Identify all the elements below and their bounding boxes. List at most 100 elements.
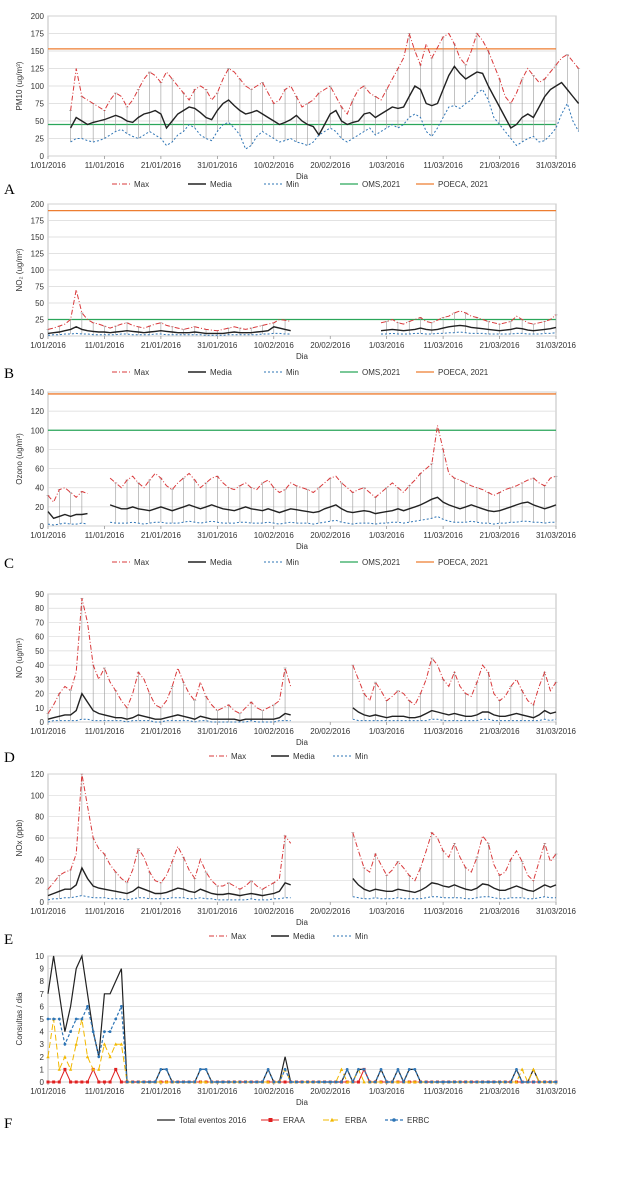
marker-erbc: [210, 1080, 214, 1084]
legend-label: Max: [231, 932, 246, 941]
marker-eraa: [108, 1080, 112, 1084]
marker-erba: [379, 1080, 383, 1084]
marker-erbc: [232, 1080, 236, 1084]
marker-eraa: [356, 1080, 360, 1084]
legend-marker: [268, 1118, 273, 1122]
x-tick-label: 31/03/2016: [536, 907, 577, 916]
marker-erbc: [119, 1005, 123, 1008]
x-tick-label: 21/01/2016: [141, 341, 182, 350]
panel-letter: F: [4, 1116, 13, 1132]
marker-erbc: [244, 1080, 247, 1084]
x-tick-label: 1/01/2016: [30, 727, 66, 736]
y-tick-label: 75: [35, 100, 44, 109]
legend-label: Total eventos 2016: [179, 1116, 247, 1125]
x-tick-label: 1/03/2016: [369, 727, 405, 736]
marker-erbc: [103, 1030, 106, 1033]
x-axis-label: Dia: [296, 738, 309, 747]
marker-erbc: [503, 1080, 507, 1084]
marker-erba: [74, 1042, 78, 1046]
marker-erbc: [204, 1068, 208, 1071]
panel-e: 0 20 40 60 80 100 120 1/01/2016 11/01/2016 21/01/…: [0, 766, 600, 948]
y-tick-label: 10: [35, 704, 44, 713]
x-tick-label: 10/02/2016: [254, 907, 295, 916]
marker-erbc: [153, 1080, 157, 1084]
marker-erbc: [91, 1030, 95, 1033]
legend-label: Min: [286, 368, 299, 377]
marker-eraa: [97, 1080, 101, 1084]
marker-erbc: [419, 1080, 422, 1084]
x-tick-label: 21/03/2016: [480, 161, 521, 170]
x-tick-label: 21/01/2016: [141, 907, 182, 916]
y-axis-label: NO (ug/m³): [15, 638, 24, 678]
legend-label: Min: [355, 932, 368, 941]
y-tick-label: 1: [40, 1065, 45, 1074]
y-tick-label: 200: [31, 200, 45, 209]
series-line-media: [47, 692, 557, 722]
x-tick-label: 11/01/2016: [85, 531, 125, 540]
y-tick-label: 100: [31, 426, 45, 435]
plot-area: [47, 391, 557, 527]
marker-erbc: [125, 1080, 129, 1084]
panel-letter: A: [4, 182, 15, 198]
series-line-max: [47, 773, 557, 890]
panel-letter: D: [4, 750, 15, 766]
marker-erbc: [199, 1068, 202, 1071]
x-tick-label: 20/02/2016: [310, 161, 351, 170]
legend-label: Media: [210, 368, 232, 377]
marker-eraa: [52, 1080, 56, 1084]
panel-letter: E: [4, 932, 14, 948]
y-tick-label: 40: [35, 484, 44, 493]
x-axis-label: Dia: [296, 352, 309, 361]
y-tick-label: 0: [40, 152, 45, 161]
marker-erbc: [357, 1068, 360, 1071]
marker-erbc: [136, 1080, 140, 1084]
marker-erbc: [108, 1030, 112, 1033]
x-tick-label: 31/01/2016: [197, 1087, 238, 1096]
y-tick-label: 20: [35, 690, 44, 699]
marker-erbc: [373, 1080, 377, 1084]
y-tick-label: 150: [31, 47, 45, 56]
legend-label: POECA, 2021: [438, 368, 489, 377]
x-tick-label: 1/01/2016: [30, 1087, 66, 1096]
x-tick-label: 1/03/2016: [369, 907, 405, 916]
legend-label: Media: [210, 180, 232, 189]
y-tick-label: 200: [31, 12, 45, 21]
marker-erbc: [69, 1030, 72, 1033]
y-axis-label: Ozono (ug/m³): [15, 433, 24, 485]
marker-erbc: [492, 1080, 496, 1084]
marker-erbc: [238, 1080, 242, 1084]
marker-erba: [119, 1042, 124, 1046]
marker-erbc: [424, 1080, 428, 1084]
x-tick-label: 1/01/2016: [30, 907, 66, 916]
legend-label: Max: [231, 752, 246, 761]
x-tick-label: 11/03/2016: [423, 727, 463, 736]
marker-erbc: [294, 1080, 298, 1084]
marker-erba: [164, 1080, 169, 1084]
marker-erbc: [537, 1080, 541, 1084]
series-line-max: [47, 289, 557, 332]
marker-erbc: [272, 1080, 276, 1084]
y-tick-label: 120: [31, 407, 45, 416]
x-tick-label: 31/01/2016: [197, 727, 238, 736]
marker-erba: [159, 1080, 163, 1084]
marker-erbc: [249, 1080, 253, 1084]
marker-erbc: [515, 1068, 518, 1071]
legend-label: Media: [293, 932, 315, 941]
marker-eraa: [69, 1080, 73, 1084]
x-tick-label: 31/03/2016: [536, 531, 577, 540]
y-tick-label: 80: [35, 813, 44, 822]
marker-erbc: [323, 1080, 326, 1084]
legend-label: Min: [355, 752, 368, 761]
x-tick-label: 31/01/2016: [197, 341, 238, 350]
x-tick-label: 21/03/2016: [480, 341, 521, 350]
marker-erbc: [215, 1080, 219, 1084]
x-tick-label: 11/01/2016: [85, 341, 125, 350]
legend-label: Media: [293, 752, 315, 761]
y-tick-label: 40: [35, 661, 44, 670]
y-tick-label: 6: [40, 1002, 45, 1011]
chart-pm10: 0 25 50 75 100 125 150 175 200 1/01/2016 11/01/201…: [15, 12, 581, 189]
marker-erbc: [436, 1080, 439, 1084]
x-tick-label: 11/03/2016: [423, 161, 463, 170]
series-line-max: [47, 425, 557, 504]
x-tick-label: 11/03/2016: [423, 341, 463, 350]
